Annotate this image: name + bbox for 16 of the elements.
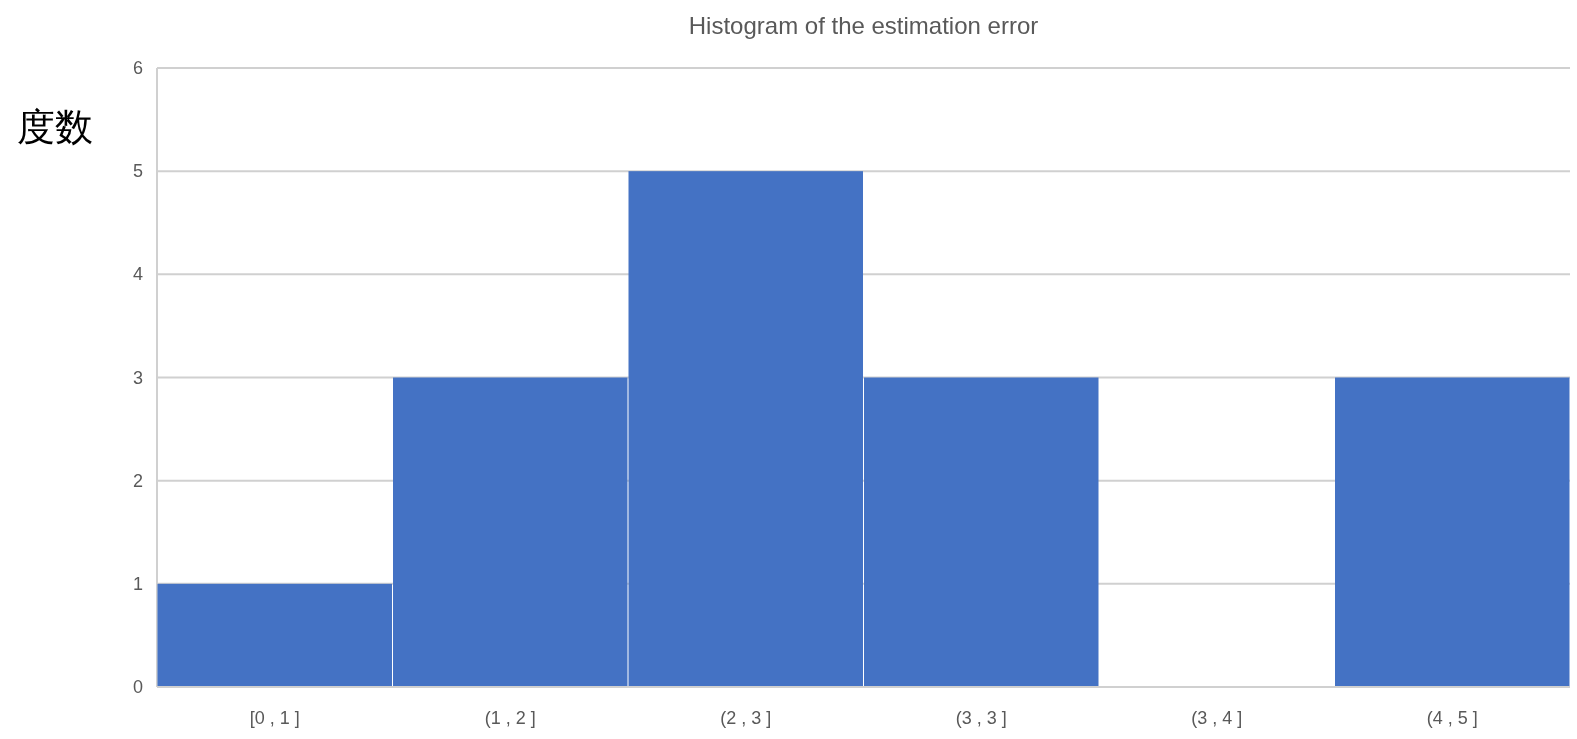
y-tick-label: 4 xyxy=(132,264,143,285)
x-tick-label: (1 , 2 ] xyxy=(484,708,536,728)
y-tick-label: 6 xyxy=(132,58,143,78)
x-tick-label: (3 , 3 ] xyxy=(955,708,1007,728)
y-tick-label: 1 xyxy=(132,573,143,594)
x-tick-label: (3 , 4 ] xyxy=(1191,708,1243,728)
chart-title: Histogram of the estimation error xyxy=(688,12,1039,39)
x-tick-label: (2 , 3 ] xyxy=(720,708,772,728)
y-tick-label: 0 xyxy=(132,677,143,697)
y-axis-title: 度数 xyxy=(17,106,93,148)
y-tick-label: 3 xyxy=(132,367,143,388)
x-tick-label: (4 , 5 ] xyxy=(1426,708,1478,728)
y-tick-label: 2 xyxy=(132,470,143,491)
bar xyxy=(1335,377,1570,687)
x-tick-label: [0 , 1 ] xyxy=(249,708,300,728)
y-tick-label: 5 xyxy=(132,161,143,182)
